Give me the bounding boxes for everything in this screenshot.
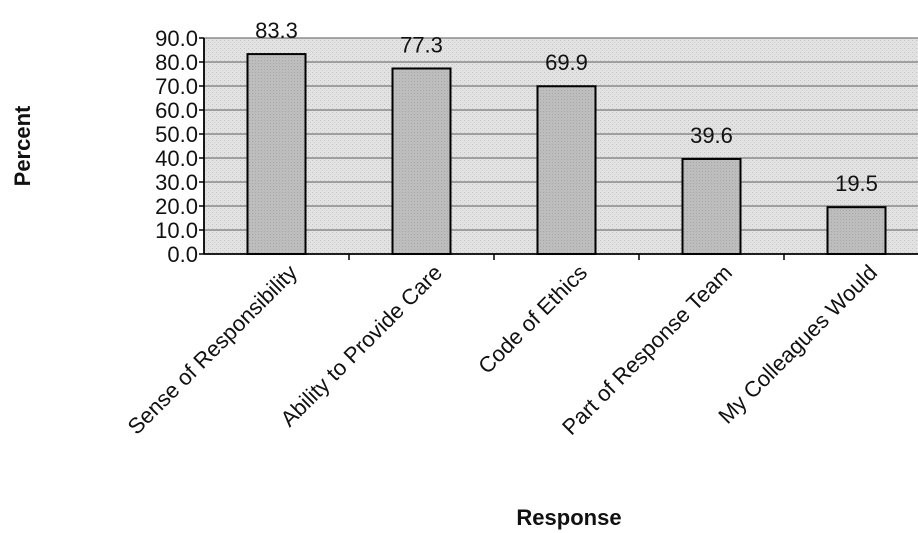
bar	[391, 67, 452, 256]
y-tick-label: 20.0	[155, 194, 198, 219]
y-tick-label: 50.0	[155, 122, 198, 147]
y-tick-label: 70.0	[155, 74, 198, 99]
data-labels: 83.3 77.3 69.9 39.6 19.5	[255, 18, 878, 196]
data-label: 83.3	[255, 18, 298, 43]
data-label: 77.3	[400, 32, 443, 57]
x-tick-label: Code of Ethics	[473, 260, 592, 379]
y-tick-label: 10.0	[155, 218, 198, 243]
y-axis-title: Percent	[10, 105, 35, 186]
data-label: 39.6	[690, 123, 733, 148]
y-tick-label: 60.0	[155, 98, 198, 123]
bars	[246, 53, 887, 256]
bar	[826, 206, 887, 255]
y-tick-label: 40.0	[155, 146, 198, 171]
x-tick-label: Part of Response Team	[557, 260, 737, 440]
bar	[536, 85, 597, 255]
y-tick-label: 80.0	[155, 50, 198, 75]
bar	[246, 53, 307, 255]
bar	[681, 157, 742, 256]
x-tick-label: Ability to Provide Care	[275, 260, 447, 432]
y-tick-label: 30.0	[155, 170, 198, 195]
x-axis-title: Response	[516, 505, 621, 530]
data-label: 19.5	[835, 171, 878, 196]
y-tick-label: 0.0	[167, 242, 198, 267]
y-axis: 0.010.020.030.040.050.060.070.080.090.0	[155, 26, 205, 267]
x-tick-label: My Colleagues Would	[713, 260, 882, 429]
y-tick-label: 90.0	[155, 26, 198, 51]
data-label: 69.9	[545, 50, 588, 75]
x-tick-label: Sense of Responsibility	[123, 260, 302, 439]
